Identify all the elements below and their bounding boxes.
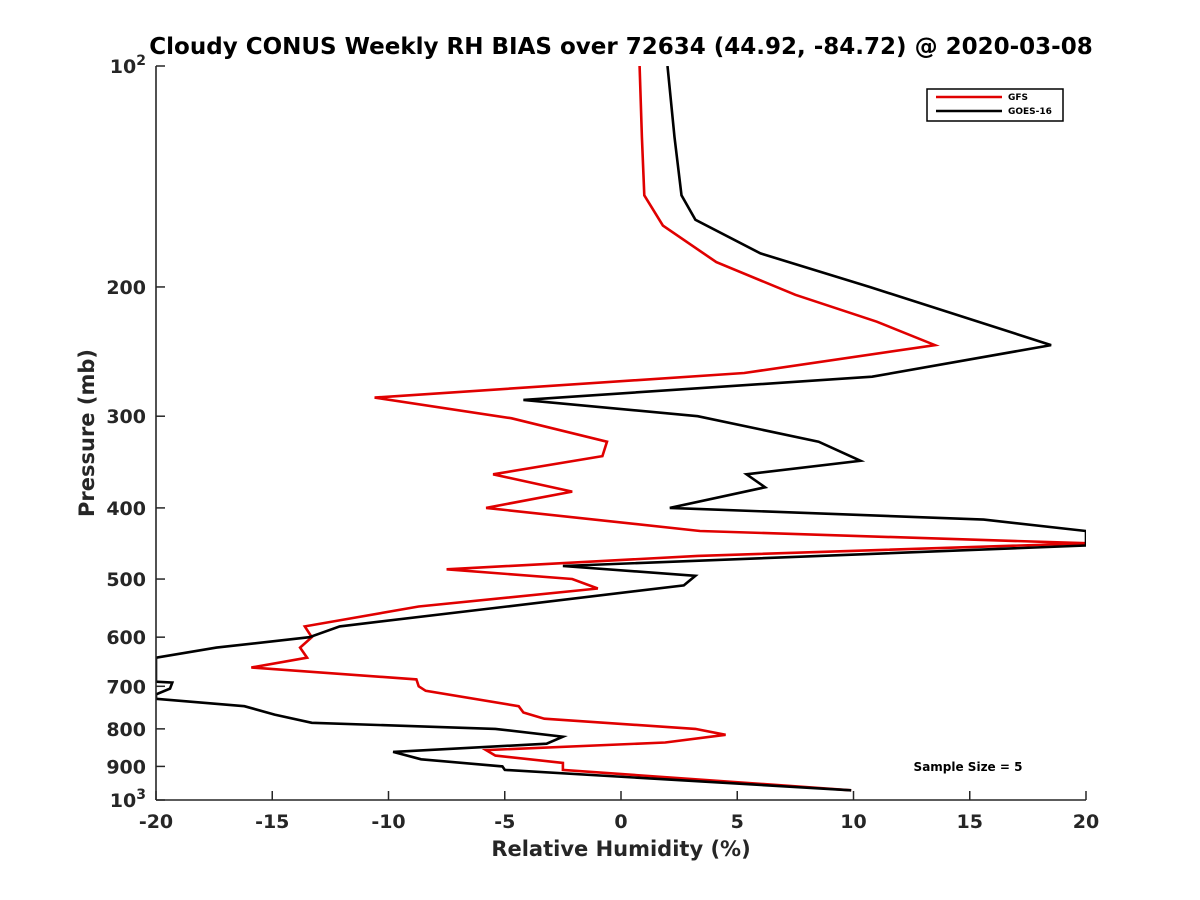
y-tick-label: 800 — [106, 719, 146, 741]
x-tick-label: -15 — [255, 811, 289, 833]
y-tick-label: 102 — [110, 53, 146, 78]
plot-area — [156, 66, 1086, 800]
x-axis-label: Relative Humidity (%) — [491, 837, 750, 861]
x-tick-label: 5 — [731, 811, 744, 833]
y-tick-label: 103 — [110, 787, 146, 812]
legend-label-goes16: GOES-16 — [1008, 107, 1052, 117]
sample-size-annotation: Sample Size = 5 — [914, 760, 1023, 774]
y-tick-label: 200 — [106, 277, 146, 299]
x-tick-label: -20 — [139, 811, 173, 833]
legend-label-gfs: GFS — [1008, 93, 1028, 103]
x-tick-label: -5 — [494, 811, 515, 833]
series-line-goes-16 — [156, 66, 1086, 792]
y-tick-label: 700 — [106, 676, 146, 698]
x-tick-label: 20 — [1073, 811, 1099, 833]
x-tick-label: 10 — [840, 811, 866, 833]
y-tick-label: 400 — [106, 498, 146, 520]
y-tick-label: 300 — [106, 406, 146, 428]
tick-labels: -20 -15 -10 -5 0 5 10 15 20 102 200 300 400 500 600 700… — [106, 53, 1099, 833]
axes-frame — [155, 66, 1086, 801]
y-tick-label: 500 — [106, 569, 146, 591]
chart-title: Cloudy CONUS Weekly RH BIAS over 72634 (… — [149, 34, 1092, 60]
axis-ticks — [155, 65, 1087, 801]
legend: GFS GOES-16 — [926, 88, 1064, 122]
series-layer — [156, 66, 1086, 792]
series-line-gfs — [251, 66, 1086, 792]
y-axis-label: Pressure (mb) — [75, 349, 99, 517]
x-tick-label: 15 — [957, 811, 983, 833]
y-tick-label: 900 — [106, 756, 146, 778]
legend-box — [926, 88, 1064, 122]
x-tick-label: 0 — [614, 811, 627, 833]
y-tick-label: 600 — [106, 627, 146, 649]
x-tick-label: -10 — [371, 811, 405, 833]
